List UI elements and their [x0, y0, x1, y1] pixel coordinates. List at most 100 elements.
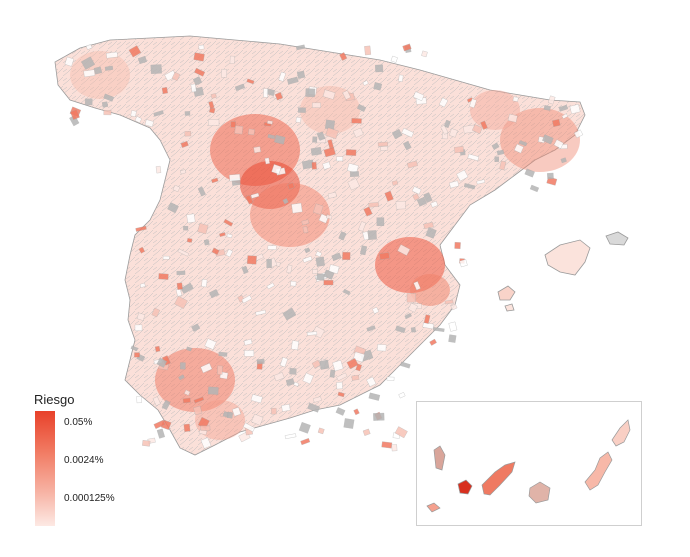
municipality-patch [438, 97, 449, 108]
municipality-patch [193, 52, 205, 62]
municipality-patch [384, 190, 394, 202]
canary-islands-inset-frame [416, 401, 642, 526]
municipality-patch [104, 65, 114, 71]
municipality-patch [81, 56, 95, 70]
municipality-patch [315, 256, 325, 267]
municipality-patch [234, 83, 245, 91]
municipality-patch [184, 111, 191, 116]
municipality-patch [290, 280, 297, 287]
municipality-patch [346, 358, 359, 370]
municipality-patch [411, 186, 422, 195]
municipality-patch [313, 396, 322, 403]
municipality-patch [423, 192, 433, 203]
municipality-patch [134, 324, 143, 331]
risk-cluster [250, 183, 330, 247]
municipality-patch [467, 153, 480, 161]
municipality-patch [162, 255, 170, 260]
municipality-patch [318, 213, 329, 224]
municipality-patch [285, 378, 295, 386]
municipality-patch [134, 116, 142, 124]
municipality-patch [400, 361, 411, 369]
municipality-patch [302, 226, 309, 234]
municipality-patch [178, 374, 185, 381]
municipality-patch [271, 407, 277, 415]
municipality-patch [347, 178, 360, 191]
la-gomera [457, 479, 473, 495]
municipality-patch [180, 282, 194, 294]
municipality-patch [401, 127, 414, 138]
municipality-patch [311, 325, 325, 339]
la-palma [433, 445, 446, 471]
municipality-patch [250, 192, 260, 199]
municipality-patch [176, 270, 186, 276]
municipality-patch [327, 191, 337, 199]
municipality-patch [183, 423, 191, 432]
ibiza [497, 285, 516, 301]
municipality-patch [279, 357, 288, 368]
municipality-patch [134, 352, 140, 358]
municipality-patch [329, 369, 336, 378]
municipality-patch [353, 351, 365, 363]
municipality-patch [304, 247, 311, 254]
municipality-patch [480, 120, 488, 130]
municipality-patch [142, 440, 151, 447]
municipality-patch [356, 104, 367, 112]
municipality-patch [136, 395, 142, 404]
municipality-patch [200, 362, 213, 374]
municipality-patch [471, 124, 483, 134]
municipality-patch [291, 340, 300, 351]
municipality-patch [332, 359, 344, 372]
municipality-patch [207, 386, 219, 395]
municipality-patch [241, 265, 249, 274]
legend-color-bar [35, 411, 55, 526]
municipality-patch [343, 418, 355, 429]
municipality-patch [302, 256, 313, 263]
municipality-patch [64, 56, 75, 67]
municipality-patch [312, 269, 318, 274]
municipality-patch [323, 269, 335, 280]
municipality-patch [282, 198, 289, 205]
municipality-patch [267, 245, 277, 250]
municipality-patch [234, 125, 244, 135]
municipality-patch [266, 259, 272, 268]
tenerife [481, 461, 516, 496]
municipality-patch [284, 433, 297, 440]
municipality-patch [250, 394, 263, 404]
risk-cluster [300, 86, 360, 134]
municipality-patch [245, 194, 254, 205]
risk-cluster [470, 90, 520, 130]
risk-cluster [70, 51, 130, 99]
municipality-patch [267, 120, 273, 125]
municipality-patch [390, 55, 398, 63]
municipality-patch [573, 129, 584, 139]
municipality-patch [410, 327, 416, 333]
municipality-patch [291, 202, 303, 214]
municipality-patch [552, 118, 561, 128]
municipality-patch [101, 101, 109, 108]
municipality-patch [227, 411, 234, 419]
municipality-patch [524, 168, 535, 178]
municipality-patch [264, 157, 270, 165]
municipality-patch [402, 140, 412, 151]
municipality-patch [229, 173, 241, 182]
municipality-patch [180, 169, 187, 175]
municipality-patch [391, 128, 403, 140]
municipality-patch [287, 182, 295, 190]
municipality-patch [161, 87, 168, 94]
municipality-patch [367, 230, 377, 240]
fuerteventura [584, 451, 613, 491]
municipality-patch [211, 247, 220, 255]
municipality-patch [136, 312, 146, 321]
menorca [605, 231, 629, 246]
municipality-patch [443, 119, 451, 129]
municipality-patch [184, 131, 192, 137]
municipality-patch [463, 183, 476, 190]
municipality-patch [319, 359, 330, 370]
municipality-patch [153, 110, 164, 117]
municipality-patch [360, 245, 368, 256]
municipality-patch [558, 104, 568, 112]
municipality-patch [256, 358, 265, 365]
municipality-patch [368, 202, 379, 208]
municipality-patch [296, 70, 306, 79]
municipality-patch [295, 117, 302, 123]
